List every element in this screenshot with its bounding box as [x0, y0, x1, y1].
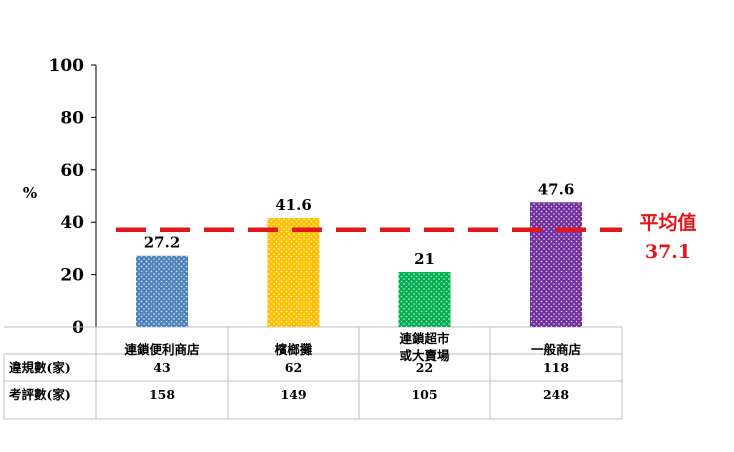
table-cell: 248 [543, 387, 569, 402]
average-label: 平均值 [639, 211, 696, 234]
table-row-label: 違規數(家) [9, 360, 71, 375]
bar-dot-pattern [398, 271, 451, 327]
y-tick-label: 100 [49, 56, 85, 76]
category-label: 連鎖超市或大賣場 [399, 331, 450, 363]
y-axis-ticks: 0 20 40 60 80 100 [49, 56, 97, 338]
bar [530, 202, 582, 327]
y-axis-label: % [23, 184, 37, 202]
category-label: 一般商店 [531, 342, 582, 357]
bar [267, 218, 320, 327]
data-label: 27.2 [144, 234, 181, 252]
bar [398, 271, 451, 327]
y-tick-label: 80 [60, 108, 84, 128]
table-cell: 22 [416, 360, 433, 375]
data-label: 21 [414, 250, 435, 268]
table-cell: 43 [153, 360, 170, 375]
bars [136, 202, 582, 327]
category-label: 連鎖便利商店 [124, 342, 200, 357]
y-tick-label: 40 [60, 213, 84, 233]
table-cell: 118 [543, 360, 569, 375]
bar-dot-pattern [530, 202, 582, 327]
bar-dot-pattern [267, 218, 320, 327]
table-cell: 62 [285, 360, 302, 375]
bar-dot-pattern [136, 255, 188, 327]
bar [136, 255, 188, 327]
y-tick-label: 60 [60, 161, 84, 181]
table-row-label: 考評數(家) [9, 387, 71, 402]
table-cell: 105 [411, 387, 437, 402]
average-line-group: 平均值 37.1 [116, 211, 697, 263]
table-cell: 149 [280, 387, 306, 402]
data-labels: 27.2 41.6 21 47.6 [144, 180, 575, 268]
data-label: 47.6 [538, 180, 575, 198]
data-label: 41.6 [275, 196, 312, 214]
y-tick-label: 20 [60, 266, 84, 286]
average-value: 37.1 [645, 241, 691, 263]
y-tick-label: 0 [72, 318, 84, 338]
table-cell: 158 [149, 387, 175, 402]
category-label: 檳榔攤 [275, 342, 313, 357]
